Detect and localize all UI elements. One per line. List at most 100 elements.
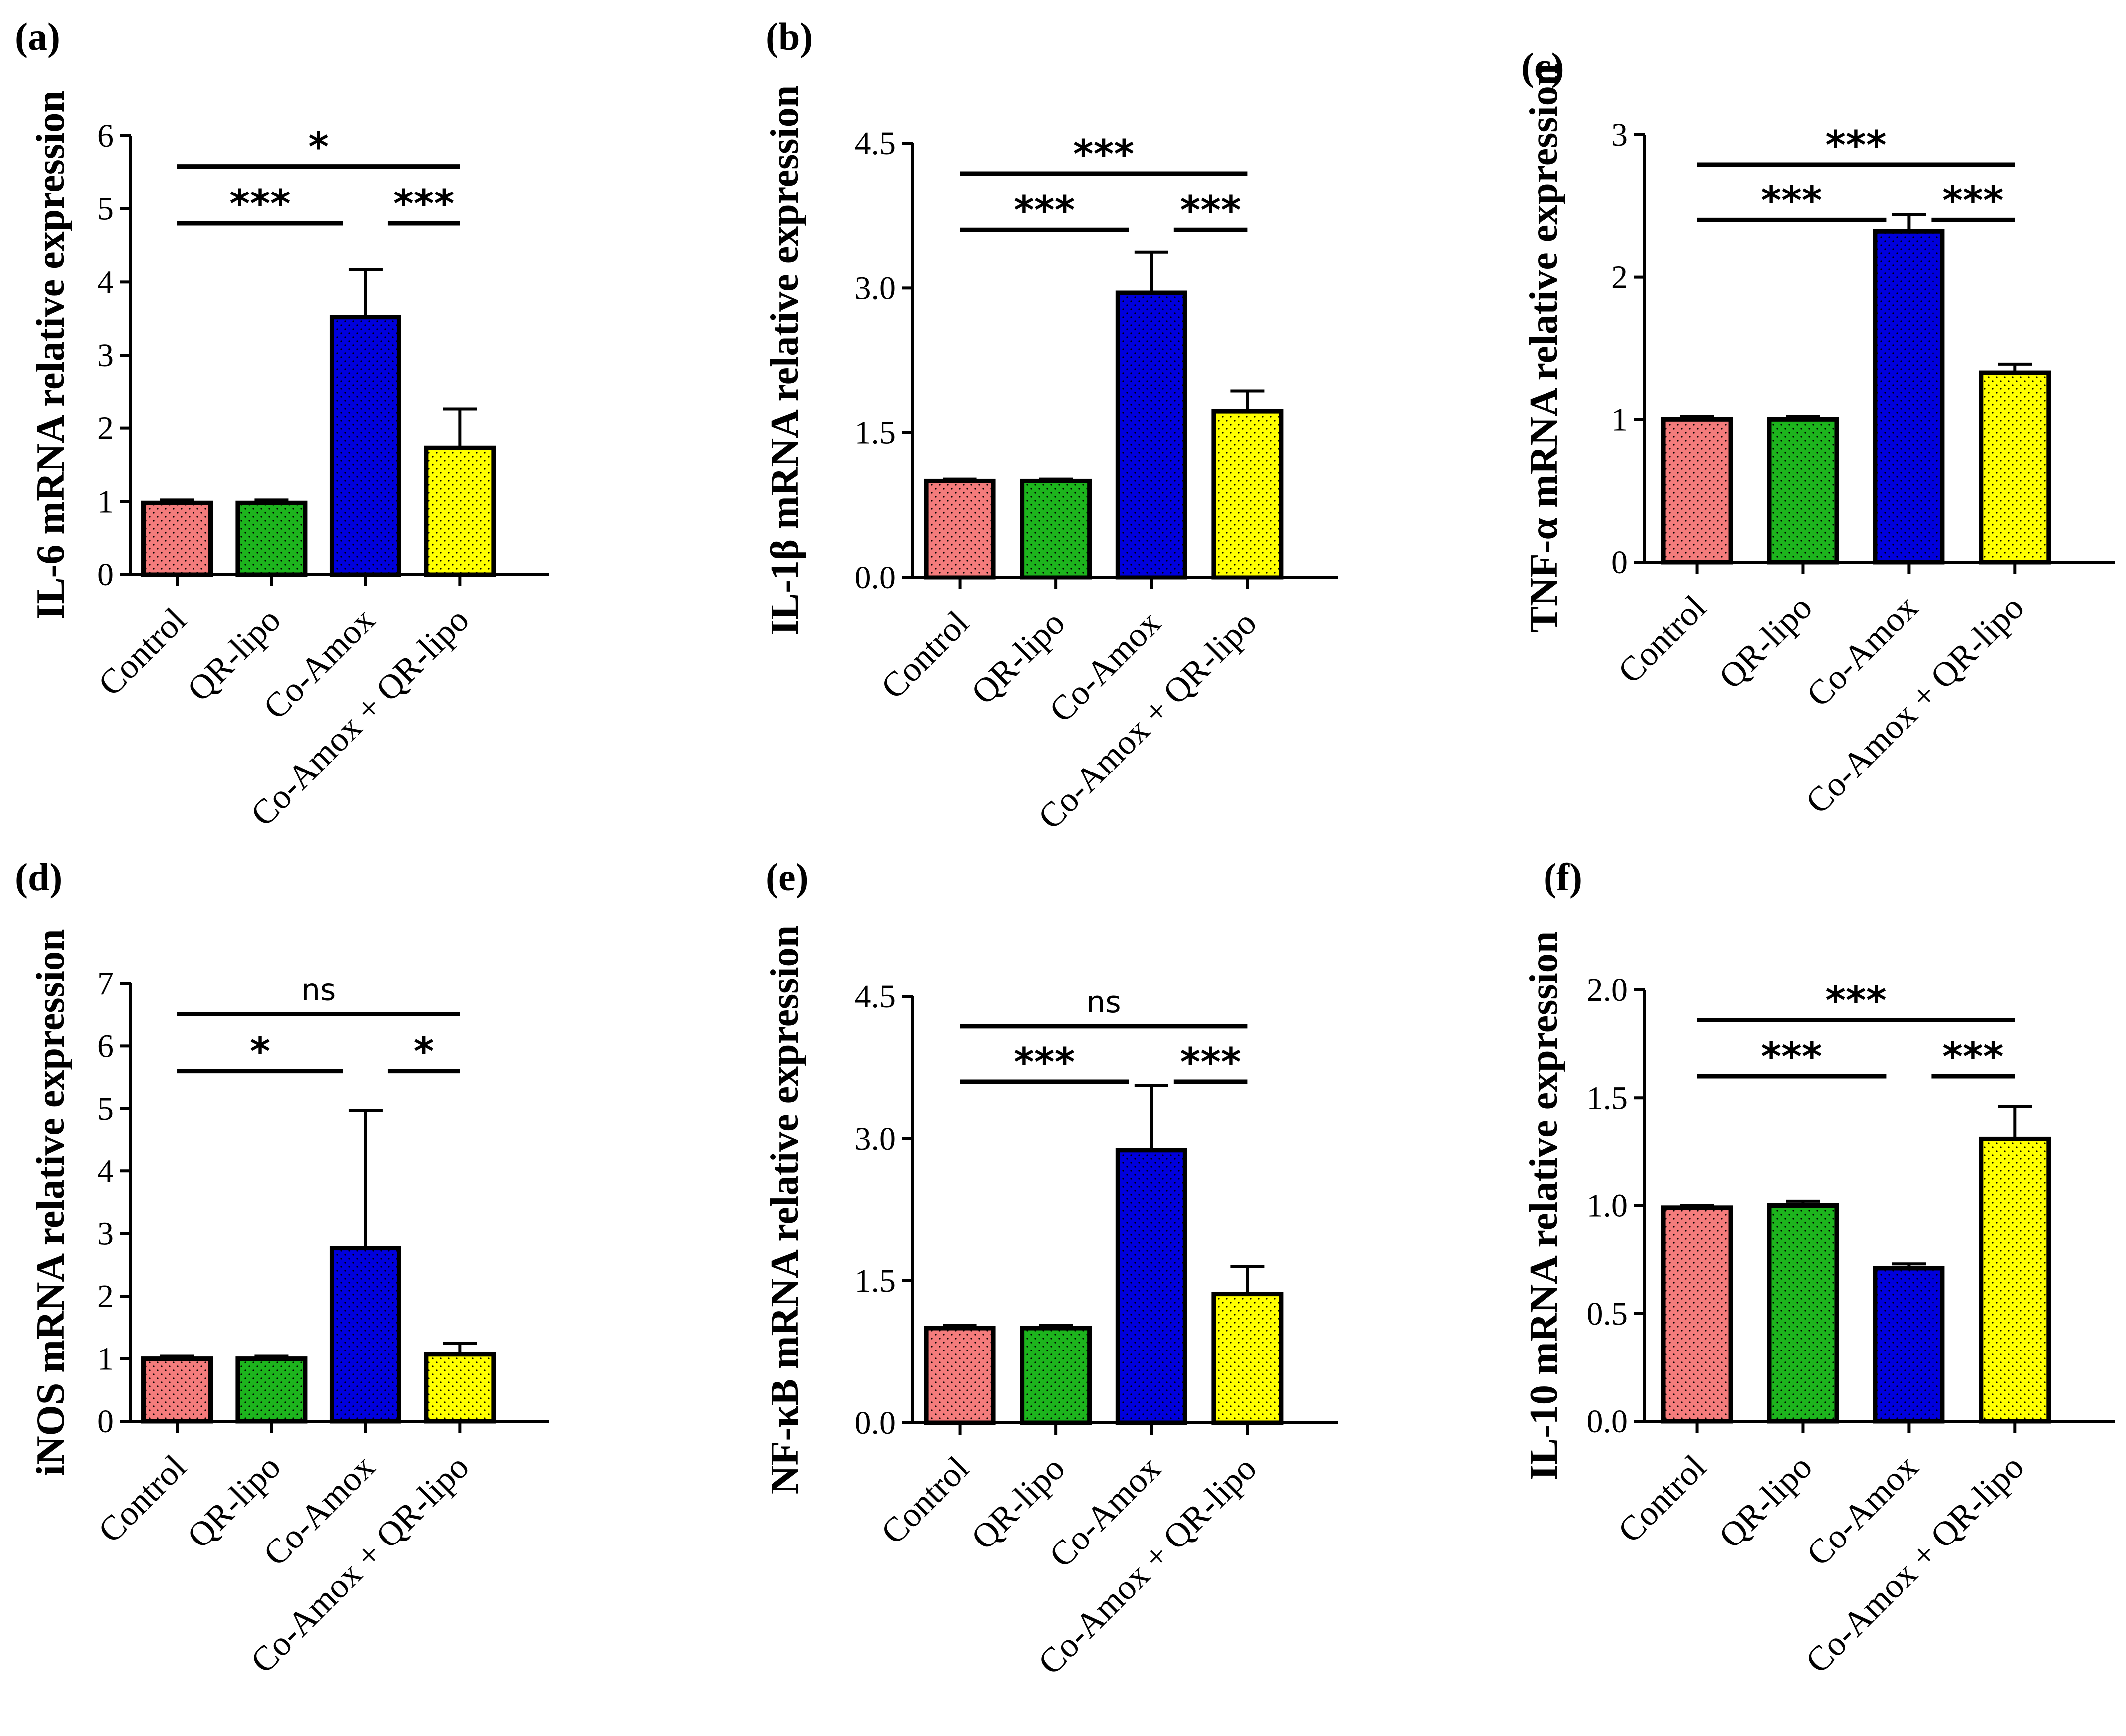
y-axis-label: NF-κB mRNA relative expression [763,925,807,1494]
significance-label: ns [1086,985,1121,1020]
y-tick-label: 3 [1611,117,1628,153]
y-tick-label: 3 [97,337,114,374]
y-axis-label: IL-1β mRNA relative expression [763,85,807,636]
significance-label: *** [1014,189,1075,233]
category-label: Control [874,604,976,707]
significance-label: *** [1942,1035,2003,1080]
bar-control [141,500,213,577]
bar-qr-lipo [235,1356,308,1424]
y-tick-label: 0 [97,1403,114,1440]
y-axis-label: iNOS mRNA relative expression [29,929,73,1476]
y-tick-label: 1.5 [1587,1080,1628,1116]
category-label: Control [91,1448,194,1550]
bar-co-amox-qr-lipo [424,1352,496,1424]
significance-label: *** [1761,1035,1822,1080]
significance-label: *** [1014,1040,1075,1085]
y-tick-label: 2 [97,410,114,447]
bar-co-amox-qr-lipo [1211,409,1284,580]
bar-co-amox [1873,1266,1945,1424]
significance-label: *** [1825,979,1886,1024]
y-tick-label: 1 [1611,401,1628,438]
y-tick-label: 3 [97,1216,114,1252]
chart-panel-e: (e) NF-κB mRNA relative expression 0.0 1.5 3… [763,855,1338,1682]
panel-letter: (d) [15,855,62,899]
y-tick-label: 0.5 [1587,1296,1628,1332]
y-tick-label: 4 [97,1153,114,1189]
bar-co-amox [329,1246,401,1424]
y-tick-label: 4 [97,264,114,300]
bar-co-amox-qr-lipo [1979,370,2051,565]
chart-panel-b: (b) IL-1β mRNA relative expression 0.0 1.5 3… [763,15,1338,837]
significance-label: * [414,1030,434,1075]
category-label: Control [91,601,194,704]
y-tick-label: 0 [1611,544,1628,580]
y-tick-label: 0.0 [855,1405,896,1441]
panel-letter: (f) [1544,855,1582,899]
bar-co-amox [1873,229,1945,565]
panel-letter: (e) [766,855,809,899]
y-tick-label: 1 [97,1341,114,1377]
bar-control [1661,1205,1733,1424]
y-tick-label: 6 [97,118,114,154]
y-tick-label: 5 [97,191,114,227]
chart-panel-f: (f) IL-10 mRNA relative expression 0.0 0.5 1… [1522,855,2115,1681]
bar-control [924,1326,996,1425]
y-axis-label: TNF-α mRNA relative expression [1522,64,1566,633]
y-tick-label: 1 [97,483,114,520]
bar-qr-lipo [1767,417,1839,565]
y-tick-label: 7 [97,965,114,1002]
significance-label: *** [1180,189,1241,233]
panel-letter: (c) [1521,45,1564,88]
panel-letter: (b) [766,15,813,58]
y-tick-label: 3.0 [855,270,896,306]
significance-label: * [250,1030,270,1075]
y-tick-label: 6 [97,1028,114,1064]
significance-label: *** [393,182,454,227]
significance-label: * [308,125,329,170]
bar-qr-lipo [1020,478,1092,580]
bar-qr-lipo [1767,1203,1839,1424]
y-tick-label: 2 [1611,259,1628,296]
chart-panel-d: (d) iNOS mRNA relative expression 0 1 2 3 4 5 6 7… [15,855,549,1681]
bar-co-amox-qr-lipo [1979,1136,2051,1424]
y-axis-label: IL-10 mRNA relative expression [1522,931,1566,1480]
y-axis-label: IL-6 mRNA relative expression [29,90,73,619]
significance-label: *** [229,182,290,227]
significance-label: *** [1825,123,1886,168]
significance-label: *** [1073,132,1134,177]
bar-qr-lipo [235,500,308,577]
y-tick-label: 1.5 [855,415,896,451]
bar-control [1661,417,1733,565]
significance-label: *** [1942,179,2003,223]
bar-qr-lipo [1020,1326,1092,1425]
y-tick-label: 0.0 [855,560,896,596]
y-tick-label: 1.5 [855,1263,896,1299]
bar-control [141,1356,213,1424]
chart-panel-a: (a) IL-6 mRNA relative expression 0 1 2 3 4 5 6 C… [15,15,549,834]
y-tick-label: 4.5 [855,125,896,162]
category-label: QR-lipo [1712,588,1820,697]
bar-co-amox-qr-lipo [424,445,496,577]
significance-label: ns [301,972,336,1007]
category-label: Control [874,1449,976,1552]
bar-co-amox [329,315,401,577]
y-tick-label: 2 [97,1278,114,1315]
y-tick-label: 2.0 [1587,972,1628,1008]
y-tick-label: 3.0 [855,1121,896,1157]
y-tick-label: 5 [97,1091,114,1127]
y-tick-label: 1.0 [1587,1188,1628,1224]
significance-label: *** [1180,1040,1241,1085]
chart-panel-c: (c)TNF-α mRNA relative expression 0 1 2 3 Con… [1521,45,2115,821]
bar-co-amox [1115,1148,1187,1425]
bar-co-amox-qr-lipo [1211,1292,1284,1425]
y-tick-label: 0 [97,557,114,593]
bar-co-amox [1115,290,1187,580]
y-tick-label: 4.5 [855,978,896,1015]
y-tick-label: 0.0 [1587,1403,1628,1440]
category-label: Control [1611,1448,1714,1550]
significance-label: *** [1761,179,1822,223]
bar-control [924,478,996,580]
panel-letter: (a) [15,15,60,58]
category-label: Control [1611,588,1714,691]
